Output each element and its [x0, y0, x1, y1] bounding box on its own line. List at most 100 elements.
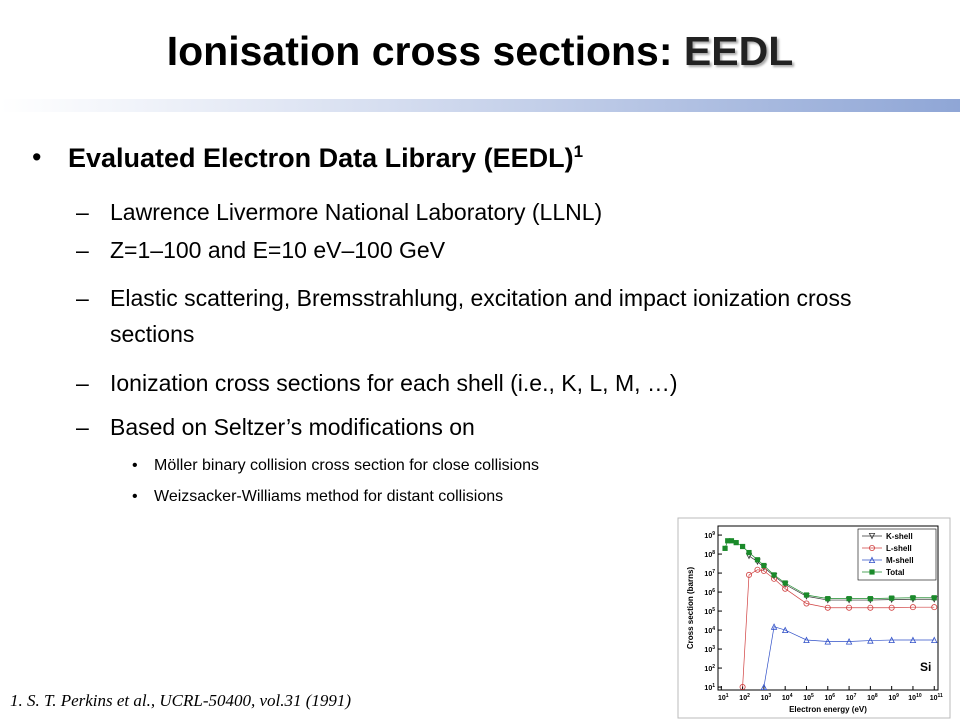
- sub-item: Based on Seltzer’s modifications on: [68, 409, 910, 445]
- tick-label-exponent: 5: [811, 693, 814, 699]
- marker: [931, 636, 938, 643]
- annotation: Si: [920, 660, 931, 674]
- tick-label-base: 10: [867, 695, 875, 702]
- x-axis-label: Electron energy (eV): [789, 705, 867, 714]
- tick-label-exponent: 4: [712, 626, 715, 632]
- marker: [888, 604, 895, 611]
- sub-item: Elastic scattering, Bremsstrahlung, exci…: [68, 280, 870, 352]
- marker: [824, 638, 832, 645]
- legend-marker: [869, 545, 876, 552]
- tick-label-exponent: 5: [712, 607, 715, 613]
- marker: [770, 623, 778, 630]
- legend-box: [857, 528, 937, 581]
- tick-label: 1011: [930, 693, 943, 702]
- tick-label-exponent: 4: [790, 693, 793, 699]
- tick-label: 104: [782, 693, 793, 702]
- tick-label-exponent: 2: [712, 664, 715, 670]
- tick-label: 101: [704, 683, 715, 692]
- marker: [846, 604, 853, 611]
- sub-item: Lawrence Livermore National Laboratory (…: [68, 194, 910, 230]
- bullet-text: Evaluated Electron Data Library (EEDL): [68, 143, 574, 173]
- marker: [722, 545, 728, 551]
- tick-label-base: 10: [739, 695, 747, 702]
- tick-label-base: 10: [704, 571, 712, 578]
- marker: [771, 572, 777, 578]
- tick-label: 105: [704, 607, 715, 616]
- marker: [931, 604, 938, 611]
- tick-label-base: 10: [718, 695, 726, 702]
- tick-label: 109: [704, 531, 715, 540]
- y-axis-label: Cross section (barns): [686, 567, 695, 650]
- marker: [754, 566, 761, 573]
- marker: [846, 596, 852, 602]
- tick-label: 103: [704, 645, 715, 654]
- tick-label-base: 10: [704, 628, 712, 635]
- tick-label-exponent: 11: [938, 693, 944, 699]
- marker: [825, 596, 831, 602]
- sub-sub-item: Möller binary collision cross section fo…: [128, 457, 539, 475]
- tick-label: 108: [867, 693, 878, 702]
- tick-label-exponent: 8: [875, 693, 878, 699]
- tick-label-base: 10: [761, 695, 769, 702]
- legend-label: K-shell: [886, 532, 913, 541]
- sub-item: Ionization cross sections for each shell…: [68, 365, 910, 401]
- tick-label-exponent: 7: [712, 569, 715, 575]
- marker: [782, 585, 789, 592]
- sub-sub-item: Weizsacker-Williams method for distant c…: [128, 488, 503, 506]
- series-line: [763, 626, 935, 688]
- tick-label: 107: [846, 693, 857, 702]
- tick-label: 1010: [908, 693, 922, 702]
- tick-label-base: 10: [704, 533, 712, 540]
- tick-label: 102: [739, 693, 750, 702]
- marker: [909, 604, 916, 611]
- tick-label-base: 10: [704, 666, 712, 673]
- legend-marker: [868, 533, 876, 540]
- tick-label-base: 10: [888, 695, 896, 702]
- series-line: [742, 569, 935, 688]
- tick-label: 106: [704, 588, 715, 597]
- tick-label-base: 10: [704, 647, 712, 654]
- tick-label: 104: [704, 626, 715, 635]
- tick-label-exponent: 7: [854, 693, 857, 699]
- legend-marker: [869, 569, 875, 575]
- title-emphasis: EEDL: [683, 28, 794, 74]
- marker: [760, 683, 768, 691]
- tick-label-base: 10: [782, 695, 790, 702]
- tick-label-exponent: 8: [712, 550, 715, 556]
- marker: [725, 538, 731, 544]
- marker: [739, 543, 746, 550]
- tick-label-exponent: 9: [712, 531, 715, 537]
- marker: [910, 595, 916, 601]
- marker: [824, 604, 831, 611]
- tick-label-base: 10: [930, 695, 938, 702]
- tick-label: 107: [704, 569, 715, 578]
- tick-label: 108: [704, 550, 715, 559]
- marker: [739, 684, 746, 691]
- tick-label-exponent: 2: [747, 693, 750, 699]
- tick-label-base: 10: [704, 590, 712, 597]
- tick-label-exponent: 3: [768, 693, 771, 699]
- marker: [845, 638, 853, 645]
- marker: [733, 540, 739, 546]
- marker: [888, 636, 895, 643]
- marker: [889, 595, 895, 601]
- slide-title: Ionisation cross sections: EEDL: [0, 28, 960, 75]
- tick-label: 102: [704, 664, 715, 673]
- tick-label: 105: [803, 693, 814, 702]
- tick-label-exponent: 10: [916, 693, 922, 699]
- chart-frame: [677, 517, 951, 719]
- tick-label-exponent: 1: [726, 693, 729, 699]
- footnote: 1. S. T. Perkins et al., UCRL-50400, vol…: [10, 691, 352, 710]
- legend-label: L-shell: [886, 544, 912, 553]
- marker: [728, 538, 735, 544]
- marker: [909, 636, 917, 643]
- legend-label: Total: [886, 568, 905, 577]
- tick-label: 101: [718, 693, 729, 702]
- marker: [803, 636, 810, 643]
- marker: [867, 604, 874, 611]
- marker: [746, 549, 752, 556]
- marker: [803, 592, 810, 598]
- tick-label-exponent: 1: [712, 683, 715, 689]
